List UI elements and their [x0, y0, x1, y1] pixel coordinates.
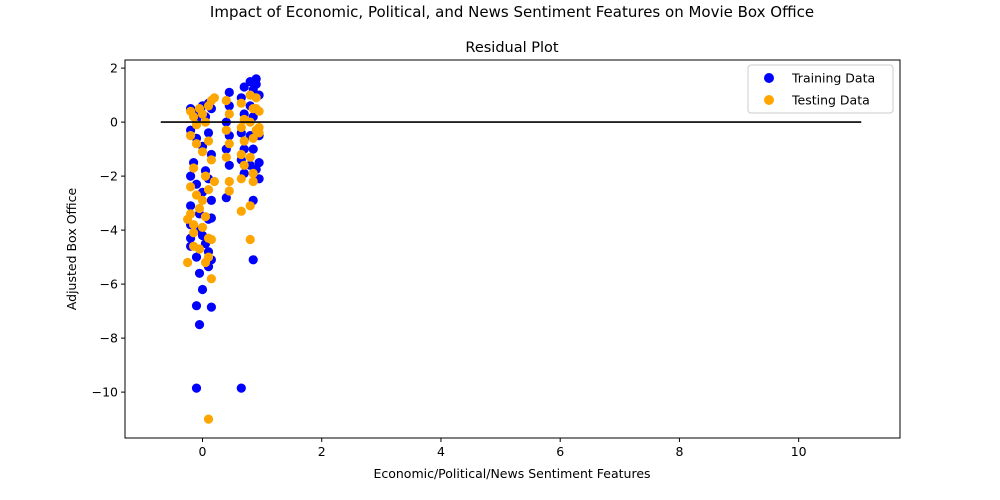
point-testing-65	[254, 122, 264, 133]
point-testing-55	[248, 133, 258, 143]
point-testing-14	[189, 163, 199, 173]
point-testing-59	[245, 201, 255, 211]
point-testing-20	[209, 176, 219, 187]
point-training-46	[224, 160, 234, 170]
y-axis: 2 0 −2 −4 −6 −8 −10	[92, 61, 125, 400]
point-testing-43	[224, 186, 234, 196]
point-testing-38	[224, 109, 234, 119]
legend-box	[747, 64, 894, 114]
point-testing-12	[203, 136, 214, 146]
point-testing-41	[221, 152, 231, 162]
legend-marker-training	[764, 73, 774, 83]
point-training-15	[186, 171, 196, 181]
y-tick-label: −10	[92, 385, 118, 400]
point-testing-36	[203, 414, 214, 424]
point-testing-1	[189, 112, 199, 122]
point-testing-49	[239, 160, 249, 170]
point-testing-13	[206, 155, 216, 165]
point-training-39	[191, 383, 202, 393]
point-training-64	[251, 79, 261, 89]
point-testing-4	[197, 109, 208, 119]
point-testing-11	[197, 147, 208, 157]
point-testing-47	[239, 136, 249, 146]
x-axis: 0 2 4 6 8 10	[199, 438, 807, 459]
point-training-36	[191, 301, 202, 311]
point-testing-26	[197, 222, 208, 232]
point-testing-66	[251, 104, 261, 114]
point-testing-19	[203, 185, 214, 195]
point-testing-31	[194, 244, 205, 254]
legend: Training Data Testing Data	[747, 64, 894, 114]
point-testing-56	[245, 152, 255, 162]
point-testing-42	[224, 176, 234, 187]
chart-title: Residual Plot	[465, 40, 558, 56]
point-training-59	[248, 144, 258, 154]
point-testing-8	[209, 93, 219, 103]
series-testing	[183, 90, 264, 424]
point-training-38	[194, 320, 205, 330]
point-testing-27	[189, 228, 199, 238]
point-testing-23	[200, 212, 211, 222]
point-testing-57	[248, 168, 258, 178]
axes-frame	[124, 59, 901, 439]
point-testing-50	[236, 174, 246, 184]
point-testing-48	[236, 149, 246, 160]
point-training-20	[186, 201, 196, 211]
point-testing-37	[221, 95, 231, 106]
point-testing-9	[186, 131, 196, 141]
y-tick-label: −6	[100, 277, 118, 292]
point-training-41	[224, 87, 234, 97]
x-tick-label: 10	[791, 444, 807, 459]
point-testing-33	[200, 257, 211, 268]
y-tick-label: −4	[100, 223, 118, 238]
point-testing-25	[189, 220, 199, 230]
point-training-62	[248, 255, 258, 265]
figure-suptitle: Impact of Economic, Political, and News …	[210, 3, 814, 21]
point-testing-58	[248, 176, 258, 187]
point-testing-35	[206, 274, 216, 284]
point-testing-17	[191, 190, 202, 200]
point-testing-29	[206, 234, 216, 245]
point-training-11	[203, 128, 214, 138]
point-training-35	[197, 284, 208, 295]
legend-label-training: Training Data	[791, 71, 875, 86]
y-tick-label: −2	[100, 169, 118, 184]
point-testing-44	[236, 98, 246, 108]
point-testing-15	[200, 171, 211, 181]
point-testing-51	[236, 206, 246, 216]
point-training-31	[191, 252, 202, 262]
x-tick-label: 8	[675, 444, 683, 459]
point-testing-10	[191, 139, 202, 149]
point-testing-34	[183, 257, 193, 268]
plot-area	[183, 74, 264, 424]
x-tick-label: 4	[437, 444, 445, 459]
x-axis-label: Economic/Political/News Sentiment Featur…	[373, 466, 650, 481]
point-testing-61	[251, 93, 261, 103]
legend-marker-testing	[764, 95, 774, 105]
point-testing-39	[221, 125, 231, 135]
point-training-34	[194, 268, 205, 278]
point-testing-22	[194, 203, 205, 214]
y-axis-label: Adjusted Box Office	[64, 188, 79, 311]
point-testing-16	[186, 182, 196, 192]
point-testing-60	[245, 234, 255, 245]
y-tick-label: 2	[110, 61, 118, 76]
y-tick-label: −8	[100, 331, 118, 346]
y-tick-label: 0	[110, 115, 118, 130]
x-tick-label: 2	[318, 444, 326, 459]
x-tick-label: 6	[556, 444, 564, 459]
point-training-19	[206, 195, 216, 205]
point-training-40	[236, 383, 246, 393]
x-tick-label: 0	[199, 444, 207, 459]
point-testing-24	[183, 214, 193, 224]
point-testing-18	[197, 195, 208, 205]
point-testing-40	[224, 139, 234, 149]
point-testing-46	[236, 122, 246, 133]
point-training-37	[206, 302, 216, 312]
point-training-70	[239, 82, 249, 92]
legend-label-testing: Testing Data	[791, 93, 870, 108]
